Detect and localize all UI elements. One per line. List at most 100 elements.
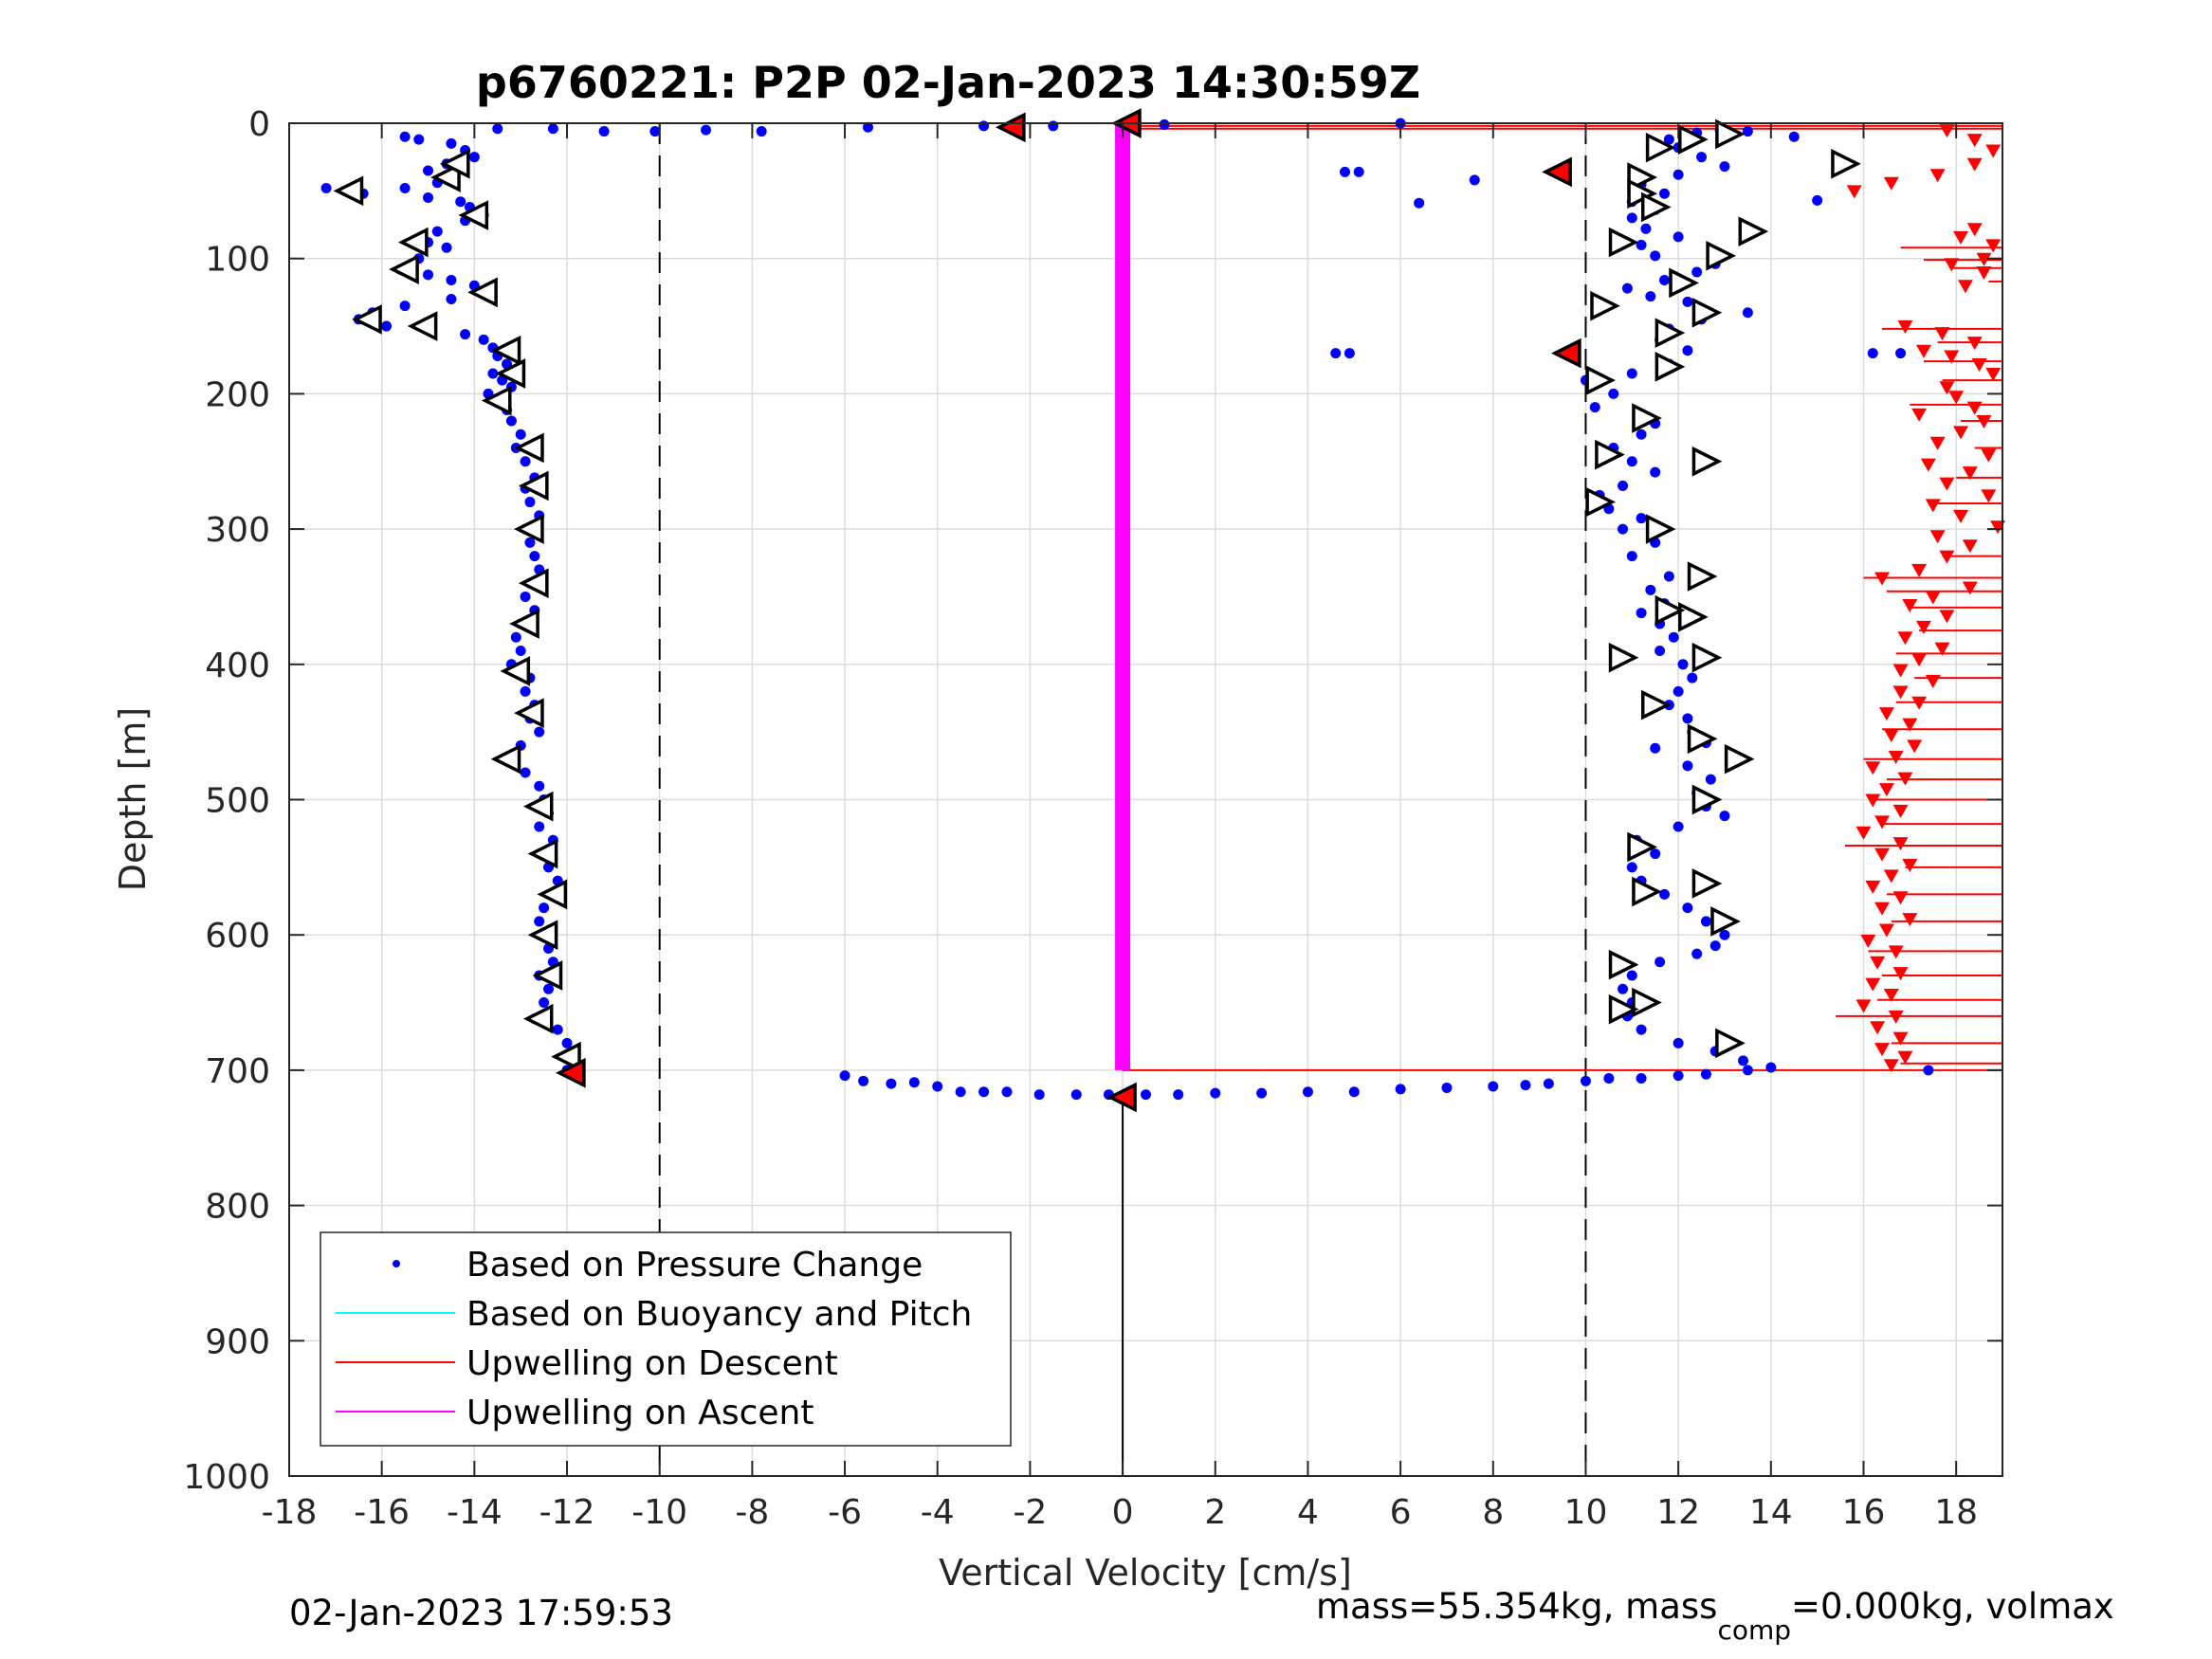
upwelling-descent-point <box>1883 988 1899 1002</box>
upwelling-descent-point <box>1907 739 1923 754</box>
pressure-point <box>510 631 521 643</box>
pressure-point <box>524 537 536 548</box>
pressure-point <box>1691 948 1703 959</box>
ascent-marker <box>1678 124 1709 155</box>
upwelling-descent-point <box>1902 718 1918 732</box>
descent-marker <box>509 609 539 639</box>
descent-marker <box>490 335 521 366</box>
pressure-point <box>399 182 411 193</box>
pressure-point <box>529 551 540 562</box>
pressure-point <box>1742 1065 1753 1076</box>
pressure-point <box>399 301 411 312</box>
descent-marker <box>481 385 512 416</box>
ascent-marker <box>1691 446 1723 477</box>
ascent-marker <box>1632 987 1662 1018</box>
ascent-marker <box>1627 831 1657 863</box>
upwelling-descent-point <box>1874 1043 1891 1057</box>
descent-marker <box>467 277 498 308</box>
ascent-marker <box>1691 642 1723 673</box>
event-marker <box>555 1057 586 1088</box>
x-tick-label: -14 <box>447 1493 503 1532</box>
upwelling-descent-point <box>1865 761 1881 775</box>
descent-marker <box>495 358 526 389</box>
pressure-point <box>520 767 531 778</box>
pressure-point <box>1636 239 1647 250</box>
upwelling-descent-point <box>1883 176 1899 191</box>
footer-mass-sub: comp <box>1717 1614 1791 1646</box>
legend-label-buoyancy: Based on Buoyancy and Pitch <box>466 1295 972 1334</box>
pressure-point <box>1654 957 1666 968</box>
ascent-marker <box>1669 267 1699 299</box>
y-tick-label: 400 <box>205 647 270 685</box>
pressure-point <box>1687 672 1698 684</box>
pressure-point <box>446 137 457 149</box>
ascent-marker <box>1608 949 1639 980</box>
upwelling-descent-point <box>1966 401 1983 415</box>
pressure-point <box>1705 774 1716 785</box>
upwelling-descent-point <box>1902 858 1918 872</box>
upwelling-descent-point <box>1939 610 1955 624</box>
descent-marker <box>500 656 531 686</box>
pressure-point <box>1738 1055 1749 1066</box>
pressure-point <box>1636 1072 1647 1084</box>
pressure-point <box>1618 983 1629 994</box>
pressure-point <box>1658 188 1670 199</box>
upwelling-descent-point <box>1985 367 2002 381</box>
pressure-point <box>446 275 457 286</box>
upwelling-descent-point <box>1985 144 2002 158</box>
legend-label-upwelling-ascent: Upwelling on Ascent <box>466 1394 814 1432</box>
ascent-marker <box>1738 216 1769 246</box>
x-tick-label: -4 <box>921 1493 955 1532</box>
ascent-marker <box>1691 868 1723 899</box>
ascent-marker <box>1715 118 1746 150</box>
upwelling-descent-point <box>1925 499 1941 513</box>
pressure-point <box>1719 929 1730 940</box>
upwelling-descent-point <box>1966 337 1983 351</box>
descent-marker <box>352 304 382 335</box>
upwelling-descent-point <box>1874 902 1891 916</box>
pressure-point <box>1636 1024 1647 1035</box>
descent-marker <box>439 148 470 179</box>
pressure-point <box>1742 307 1753 319</box>
y-tick-label: 0 <box>248 105 270 144</box>
pressure-point <box>1626 368 1637 379</box>
upwelling-descent-point <box>1888 1010 1904 1024</box>
upwelling-descent-point <box>1981 489 1997 503</box>
pressure-point <box>1719 161 1730 173</box>
upwelling-descent-point <box>1892 1031 1909 1046</box>
pressure-point <box>598 126 610 137</box>
pressure-point <box>1395 1084 1406 1095</box>
pressure-point <box>1348 1086 1360 1098</box>
pressure-point <box>520 685 531 697</box>
pressure-point <box>1788 131 1800 142</box>
pressure-point <box>1709 940 1721 952</box>
ascent-marker <box>1645 132 1676 163</box>
pressure-point <box>862 121 873 133</box>
ascent-marker <box>1654 318 1686 349</box>
pressure-point <box>1626 862 1637 873</box>
y-tick-label: 1000 <box>183 1458 270 1497</box>
upwelling-descent-point <box>1865 977 1881 992</box>
upwelling-descent-point <box>1934 642 1950 656</box>
descent-marker <box>514 432 544 464</box>
upwelling-descent-point <box>1883 869 1899 884</box>
pressure-point <box>1210 1087 1221 1099</box>
x-tick-label: 2 <box>1204 1493 1226 1532</box>
upwelling-descent-point <box>1892 685 1909 700</box>
ascent-marker <box>1678 602 1709 632</box>
pressure-point <box>561 1037 573 1048</box>
pressure-point <box>1636 608 1647 619</box>
pressure-point <box>1742 126 1753 137</box>
descent-marker <box>389 254 419 284</box>
pressure-point <box>1626 551 1637 562</box>
pressure-point <box>839 1070 850 1082</box>
pressure-point <box>1654 646 1666 657</box>
pressure-point <box>460 329 471 340</box>
pressure-point <box>534 916 545 927</box>
pressure-point <box>487 368 499 379</box>
upwelling-descent-point <box>1962 539 1978 554</box>
pressure-point <box>534 780 545 792</box>
pressure-point <box>1001 1086 1013 1098</box>
upwelling-descent-point <box>1962 581 1978 595</box>
pressure-point <box>1256 1087 1268 1099</box>
